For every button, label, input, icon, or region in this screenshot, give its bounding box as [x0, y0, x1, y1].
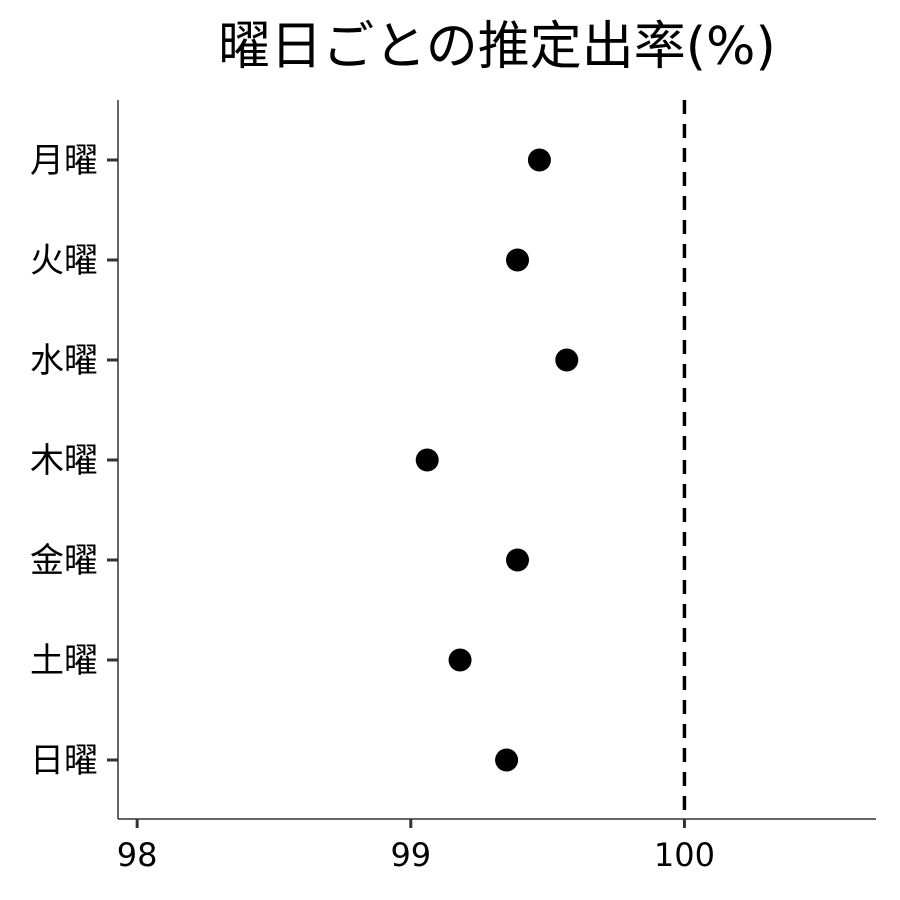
data-point: [506, 248, 530, 272]
y-tick-label: 火曜: [30, 241, 98, 281]
chart-title: 曜日ごとの推定出率(%): [218, 17, 775, 77]
data-point: [527, 148, 551, 172]
data-point: [448, 648, 472, 672]
y-tick-label: 土曜: [30, 641, 98, 681]
data-point: [506, 548, 530, 572]
data-point: [415, 448, 439, 472]
y-tick-label: 水曜: [30, 341, 98, 381]
x-tick-label: 98: [117, 836, 158, 874]
data-point: [495, 748, 519, 772]
y-tick-label: 日曜: [30, 741, 98, 781]
y-tick-label: 月曜: [30, 141, 98, 181]
data-point: [555, 348, 579, 372]
y-tick-label: 木曜: [30, 441, 98, 481]
x-tick-label: 100: [654, 836, 715, 874]
y-tick-label: 金曜: [30, 541, 98, 581]
x-tick-label: 99: [390, 836, 431, 874]
